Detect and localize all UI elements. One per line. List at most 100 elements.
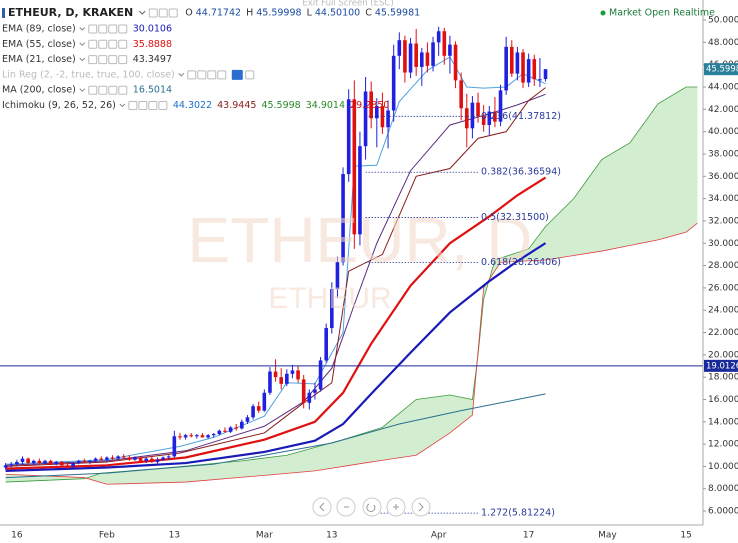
candle-body (217, 430, 222, 435)
x-tick-label: 13 (326, 531, 337, 541)
legend-icon[interactable] (108, 55, 118, 65)
candle-body (9, 464, 14, 466)
legend-icon[interactable] (88, 39, 98, 49)
candle-body (279, 377, 283, 384)
legend-icon[interactable] (98, 55, 108, 65)
legend-icon[interactable] (88, 24, 98, 34)
legend-icon[interactable] (158, 101, 168, 110)
indicator-line (5, 242, 547, 472)
dropdown-arrow (138, 10, 146, 15)
hline-label-box (704, 359, 738, 372)
candle-body (470, 102, 475, 129)
candle-body (54, 461, 59, 465)
fib-label: 0.5(32.31500) (481, 212, 549, 223)
candle-body (335, 262, 340, 290)
legend-icon[interactable] (168, 8, 178, 18)
candle-body (183, 435, 188, 438)
candle-body (391, 55, 396, 111)
reset[interactable] (362, 497, 382, 517)
legend-icon[interactable] (88, 85, 98, 95)
last-price-label: 45.5998 (706, 65, 738, 75)
ohlc-value: 45.59998 (256, 8, 301, 19)
status-dot (600, 10, 606, 16)
candle-body (414, 43, 418, 67)
ohlc-value: 45.59981 (375, 8, 420, 19)
legend-icon[interactable] (98, 24, 108, 34)
legend-value: 43.3497 (133, 54, 172, 65)
candle-body (341, 174, 345, 263)
x-tick-label: 13 (169, 531, 180, 541)
candle-body (532, 59, 537, 80)
candle-body (296, 370, 300, 380)
candle-body (509, 46, 514, 74)
candle-body (481, 116, 486, 125)
y-tick-label: 30.0000 (708, 239, 738, 249)
legend-icon[interactable] (245, 70, 255, 80)
overlay: 0.236(41.37812) 0.382(36.36594) 0.5(32.315… (0, 111, 703, 519)
scroll-right[interactable] (411, 497, 431, 517)
y-tick-label: 44.0000 (708, 83, 738, 93)
candle-body (121, 456, 126, 458)
legend-name: EMA (21, close) (2, 54, 76, 65)
candle-body (127, 457, 132, 460)
visibility-toggle[interactable] (231, 69, 243, 80)
y-tick-label: 32.0000 (708, 216, 738, 226)
indicator-line (5, 176, 547, 470)
dropdown-arrow (79, 88, 86, 92)
candle-body (262, 392, 267, 411)
legend-icon[interactable] (148, 8, 158, 18)
candle-body (380, 106, 385, 128)
legend-icon[interactable] (88, 55, 98, 65)
candle-body (442, 31, 447, 56)
candle-body (346, 99, 351, 175)
legend-icon[interactable] (148, 101, 158, 110)
legend-icon[interactable] (207, 70, 217, 80)
plot (3, 26, 548, 479)
x-tick-label: Apr (431, 531, 447, 541)
nav-icons (319, 502, 424, 512)
candle-body (420, 52, 424, 67)
candle-body (240, 421, 244, 429)
x-tick-label: 15 (680, 531, 691, 541)
legend-icon[interactable] (108, 85, 118, 95)
hline-label: 19.0126 (706, 361, 738, 371)
legend-icon[interactable] (187, 70, 197, 80)
candle-body (397, 40, 402, 56)
candle-body (245, 417, 250, 422)
cloud-span-b (5, 222, 698, 485)
y-tick-label: 26.0000 (708, 283, 738, 293)
legend-icon[interactable] (98, 85, 108, 95)
legend-icon[interactable] (98, 39, 108, 49)
legend-value: 44.3022 (173, 100, 212, 111)
legend-value: 35.8888 (133, 39, 172, 50)
nav-buttons[interactable] (312, 497, 431, 517)
legend-icon[interactable] (158, 8, 168, 18)
candle-body (15, 461, 19, 465)
candle-body (172, 436, 177, 457)
exit-hint[interactable]: Exit Full Screen (ESC) (302, 0, 393, 9)
legend-icon[interactable] (108, 39, 118, 49)
candle-body (464, 108, 469, 129)
scroll-left[interactable] (312, 497, 332, 517)
y-tick-label: 36.0000 (708, 172, 738, 182)
candle-body (3, 465, 8, 468)
legend-icon[interactable] (197, 70, 207, 80)
legend-icon[interactable] (118, 55, 128, 65)
legend-icon[interactable] (118, 85, 128, 95)
candle-body (110, 457, 115, 459)
legend-value: 34.9014 (306, 100, 345, 111)
legend-icon[interactable] (128, 101, 138, 110)
legend-icon[interactable] (118, 39, 128, 49)
y-tick-label: 14.0000 (708, 417, 738, 427)
candle-body (352, 99, 357, 235)
legend-icon[interactable] (108, 24, 118, 34)
legend-icon[interactable] (217, 70, 227, 80)
legend-icon[interactable] (138, 101, 148, 110)
candle-body (436, 31, 441, 43)
candle-body (256, 406, 261, 411)
ohlc-key: O (185, 8, 192, 19)
candle-body (234, 427, 239, 429)
fib-label: 0.236(41.37812) (481, 111, 561, 122)
legend-icon[interactable] (118, 24, 128, 34)
candle-body (476, 102, 480, 117)
